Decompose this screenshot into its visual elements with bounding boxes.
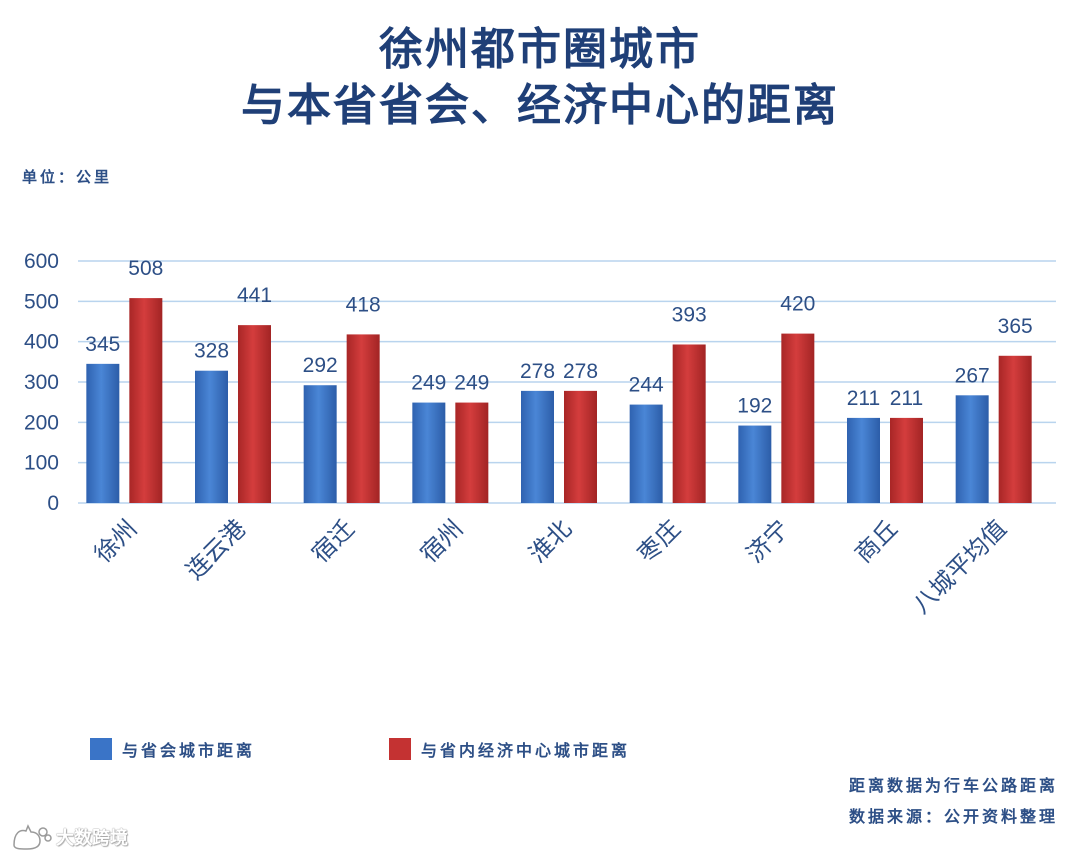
data-label-provincial-capital-2: 292 [303, 354, 338, 377]
data-label-economic-center-6: 420 [780, 293, 815, 316]
x-tick-label-8: 八城平均值 [907, 514, 1012, 619]
data-label-economic-center-2: 418 [346, 293, 381, 316]
data-label-provincial-capital-6: 192 [737, 395, 772, 418]
y-tick-label-200: 200 [24, 411, 59, 434]
data-label-provincial-capital-5: 244 [629, 374, 664, 397]
data-label-economic-center-0: 508 [128, 257, 163, 280]
data-label-economic-center-4: 278 [563, 360, 598, 383]
bar-provincial-capital-7 [847, 417, 880, 503]
y-tick-label-400: 400 [24, 331, 59, 354]
legend-swatch-blue [90, 738, 112, 760]
data-label-economic-center-3: 249 [454, 372, 489, 395]
bar-economic-center-4 [564, 390, 597, 503]
bar-economic-center-8 [998, 355, 1032, 503]
bar-provincial-capital-3 [412, 402, 446, 503]
bar-economic-center-2 [346, 334, 380, 503]
x-tick-label-2: 宿迁 [306, 514, 360, 568]
bar-provincial-capital-8 [955, 395, 989, 503]
x-tick-label-7: 商丘 [850, 514, 904, 568]
unit-label: 单位：公里 [22, 168, 113, 186]
bar-economic-center-1 [238, 325, 271, 503]
chart-title-line-2: 与本省省会、经济中心的距离 [241, 80, 839, 131]
x-tick-label-0: 徐州 [89, 514, 143, 568]
data-label-provincial-capital-3: 249 [411, 372, 446, 395]
legend-item-economic-center: 与省内经济中心城市距离 [389, 736, 630, 762]
data-label-provincial-capital-0: 345 [85, 333, 120, 356]
data-label-economic-center-5: 393 [672, 303, 707, 326]
watermark: 大数跨境 [10, 822, 128, 852]
legend-label-economic-center: 与省内经济中心城市距离 [421, 741, 631, 760]
data-label-provincial-capital-8: 267 [955, 364, 990, 387]
bar-economic-center-6 [781, 333, 815, 503]
legend-item-provincial-capital: 与省会城市距离 [90, 736, 255, 762]
data-label-economic-center-1: 441 [237, 284, 272, 307]
bar-economic-center-5 [672, 344, 706, 503]
bar-provincial-capital-4 [521, 390, 554, 503]
data-label-economic-center-8: 365 [998, 315, 1033, 338]
bar-economic-center-3 [455, 402, 489, 503]
legend-swatch-red [389, 738, 411, 760]
x-tick-label-6: 济宁 [741, 514, 795, 568]
bar-provincial-capital-1 [195, 370, 228, 503]
data-label-provincial-capital-1: 328 [194, 340, 229, 363]
x-tick-label-3: 宿州 [415, 514, 469, 568]
data-label-provincial-capital-4: 278 [520, 360, 555, 383]
bar-economic-center-0 [129, 298, 163, 503]
data-label-economic-center-7: 211 [890, 387, 923, 410]
cat-logo-icon [13, 824, 52, 850]
y-tick-label-0: 0 [47, 492, 59, 515]
y-tick-label-300: 300 [24, 371, 59, 394]
bar-provincial-capital-5 [629, 404, 663, 503]
bar-economic-center-7 [890, 417, 923, 503]
distance-note: 距离数据为行车公路距离 [848, 776, 1058, 795]
chart-title-line-1: 徐州都市圈城市 [379, 24, 701, 75]
data-label-provincial-capital-7: 211 [847, 387, 880, 410]
legend-label-provincial-capital: 与省会城市距离 [122, 741, 256, 760]
y-tick-label-600: 600 [24, 250, 59, 273]
bar-provincial-capital-0 [86, 363, 120, 503]
x-tick-label-1: 连云港 [181, 514, 252, 585]
x-tick-label-5: 枣庄 [632, 514, 686, 568]
bar-provincial-capital-2 [303, 385, 337, 503]
watermark-text: 大数跨境 [56, 828, 128, 849]
y-tick-label-500: 500 [24, 290, 59, 313]
bar-provincial-capital-6 [738, 425, 772, 503]
x-tick-label-4: 淮北 [524, 514, 578, 568]
data-source-note: 数据来源：公开资料整理 [848, 807, 1058, 826]
y-tick-label-100: 100 [24, 452, 59, 475]
